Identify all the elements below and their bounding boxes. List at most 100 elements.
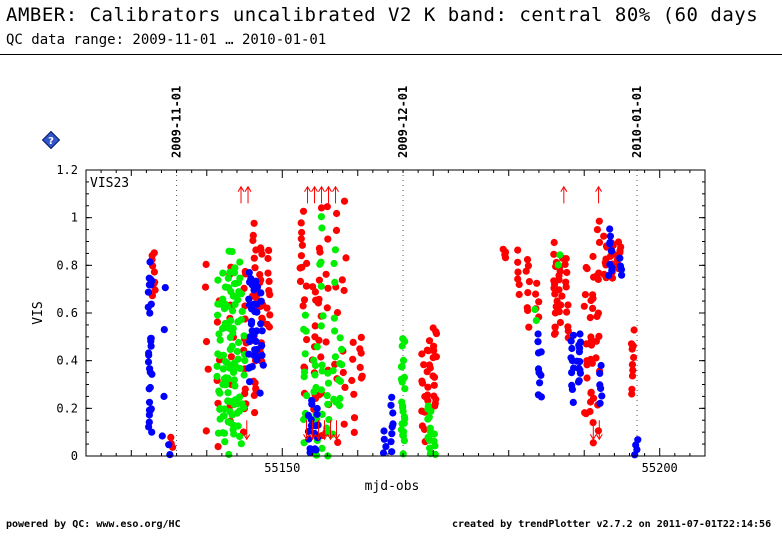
page-title: AMBER: Calibrators uncalibrated V2 K ban… (6, 4, 759, 26)
data-point-green (400, 437, 408, 445)
limit-arrow-head (595, 434, 603, 441)
data-point-green (424, 402, 432, 410)
data-point-green (224, 302, 232, 310)
data-point-red (315, 244, 323, 252)
data-point-green (324, 369, 332, 377)
data-point-red (204, 365, 212, 373)
data-point-blue (569, 331, 578, 339)
data-point-red (348, 376, 356, 385)
y-tick-label: 1.2 (56, 163, 78, 177)
data-point-blue (146, 309, 154, 317)
data-point-red (265, 246, 273, 254)
x-tick-label: 55150 (264, 461, 300, 475)
data-point-blue (608, 247, 616, 255)
date-marker-label: 2009-11-01 (170, 86, 184, 158)
data-point-blue (596, 369, 604, 377)
data-point-red (424, 397, 432, 405)
data-point-green (426, 424, 434, 432)
data-point-red (558, 292, 566, 300)
data-point-red (303, 336, 311, 344)
data-point-green (240, 371, 248, 379)
data-point-red (524, 289, 532, 297)
data-point-red (595, 238, 604, 246)
data-point-red (298, 228, 306, 237)
data-point-blue (161, 284, 169, 292)
data-point-green (312, 451, 321, 459)
data-point-red (628, 361, 637, 369)
data-point-red (429, 372, 437, 380)
date-markers: 2009-11-01 2009-12-01 2010-01-01 (170, 86, 644, 456)
data-point-blue (567, 354, 575, 362)
data-point-green (399, 356, 408, 364)
data-point-blue (537, 371, 545, 379)
data-point-blue (568, 381, 576, 389)
data-point-blue (246, 378, 254, 386)
help-icon[interactable]: ? (41, 130, 61, 150)
data-point-green (301, 311, 309, 319)
footer-created-by: created by trendPlotter v2.7.2 on 2011-0… (452, 519, 772, 530)
data-point-green (556, 251, 564, 259)
data-point-red (418, 422, 426, 430)
data-point-red (202, 427, 210, 435)
data-point-red (424, 383, 432, 391)
data-point-red (349, 355, 357, 363)
y-tick-label: 0.8 (56, 258, 78, 272)
data-point-blue (387, 438, 395, 446)
data-point-red (589, 304, 597, 312)
data-point-blue (382, 443, 390, 451)
data-point-red (151, 286, 159, 294)
data-point-red (515, 290, 523, 299)
data-point-green (224, 374, 232, 382)
data-point-green (236, 432, 244, 441)
data-point-green (312, 383, 320, 392)
data-point-green (301, 350, 309, 358)
data-point-green (318, 444, 326, 452)
data-point-green (317, 322, 325, 330)
y-tick-label: 1 (71, 211, 78, 225)
data-point-red (303, 259, 311, 267)
data-point-blue (537, 348, 545, 356)
data-point-red (265, 287, 273, 295)
data-points (144, 197, 642, 460)
data-point-blue (596, 399, 604, 407)
data-point-red (614, 238, 623, 246)
limit-arrow-head (243, 434, 251, 441)
data-point-red (257, 246, 265, 254)
data-point-blue (258, 351, 266, 359)
data-point-red (302, 282, 310, 290)
data-point-red (551, 329, 559, 337)
y-tick-label: 0 (71, 449, 78, 463)
data-point-blue (575, 364, 583, 372)
data-point-red (550, 250, 558, 258)
header-divider (0, 54, 782, 55)
data-point-green (331, 327, 339, 335)
data-point-green (221, 438, 229, 446)
data-point-red (629, 366, 637, 374)
data-point-green (397, 426, 406, 434)
data-point-green (224, 397, 232, 405)
data-point-green (554, 261, 562, 269)
data-point-red (525, 323, 533, 331)
data-point-green (235, 393, 244, 401)
data-point-red (533, 279, 541, 287)
data-point-red (241, 390, 249, 398)
data-point-blue (570, 364, 578, 372)
data-point-red (562, 255, 570, 263)
y-tick-label: 0.2 (56, 401, 78, 415)
data-point-green (228, 342, 236, 350)
data-point-blue (304, 411, 312, 419)
data-point-blue (536, 379, 544, 387)
limit-arrow-head (237, 185, 245, 192)
data-point-green (219, 351, 228, 359)
data-point-red (227, 353, 235, 361)
data-point-red (593, 312, 601, 320)
data-point-green (237, 440, 245, 448)
data-point-red (266, 311, 274, 319)
data-point-green (398, 363, 406, 371)
data-point-blue (250, 352, 258, 360)
data-point-red (563, 308, 571, 316)
data-point-blue (257, 297, 265, 305)
data-point-red (349, 338, 357, 346)
data-point-green (324, 379, 333, 387)
data-point-red (589, 291, 597, 299)
